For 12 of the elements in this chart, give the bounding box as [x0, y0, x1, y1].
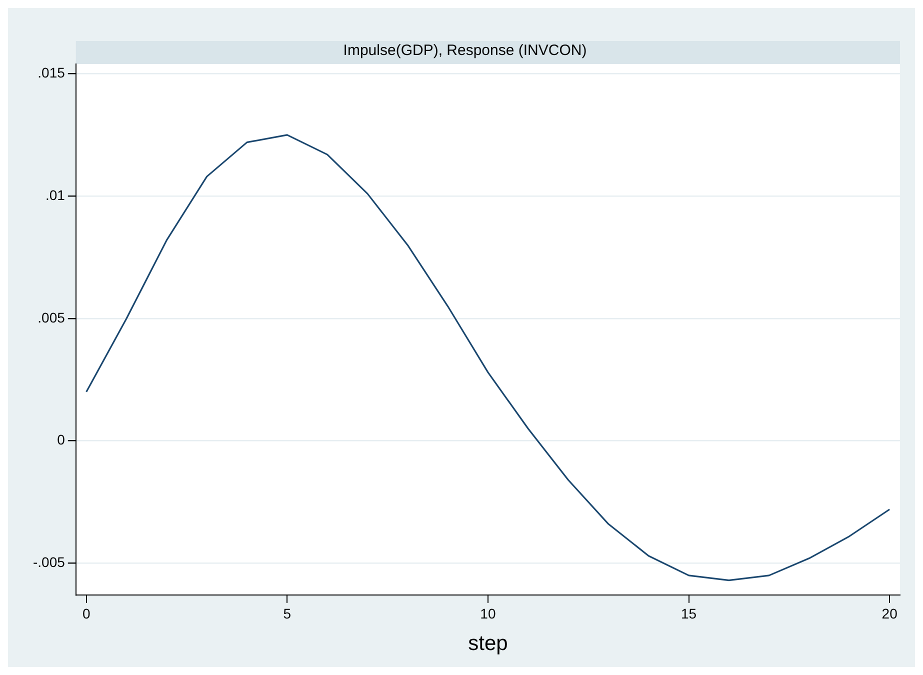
x-tick-label: 0 — [82, 605, 90, 622]
x-tick-label: 10 — [480, 605, 496, 622]
y-tick-label: -.005 — [32, 554, 66, 570]
y-tick-label: .005 — [38, 309, 66, 326]
chart-title: Impulse(GDP), Response (INVCON) — [343, 42, 587, 60]
y-tick-label: 0 — [57, 432, 66, 448]
y-tick-label: .01 — [45, 187, 66, 203]
x-tick-label: 5 — [283, 605, 292, 622]
x-tick-label: 20 — [882, 605, 898, 622]
x-tick-label: 15 — [680, 605, 697, 622]
x-axis-title: step — [468, 632, 508, 656]
y-tick-label: .015 — [38, 64, 66, 81]
